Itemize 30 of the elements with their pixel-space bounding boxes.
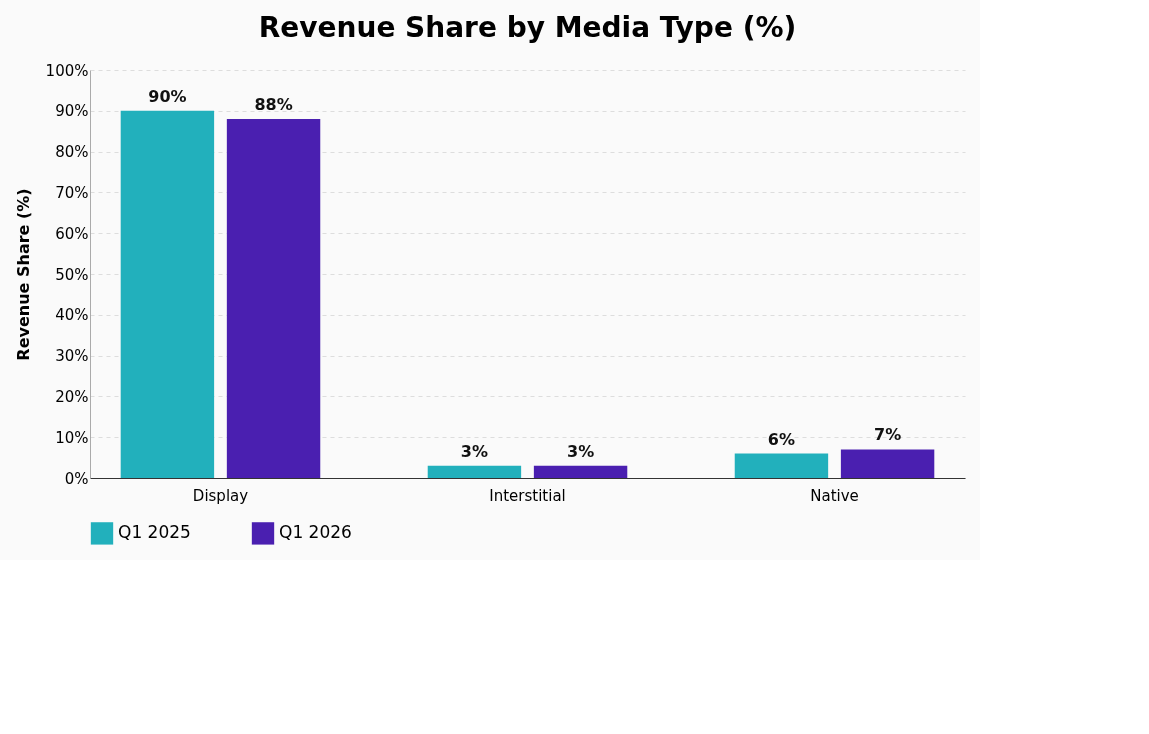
- data-label: 6%: [767, 429, 796, 449]
- y-tick-label: 70%: [55, 183, 89, 202]
- bar: [120, 110, 215, 478]
- bar: [840, 449, 935, 478]
- data-label: 88%: [254, 94, 293, 114]
- y-tick-label: 0%: [64, 469, 89, 488]
- x-tick-label: Interstitial: [489, 486, 566, 505]
- x-tick-label: Display: [192, 486, 249, 505]
- x-tick-label: Native: [810, 486, 859, 505]
- y-tick-label: 60%: [55, 224, 89, 243]
- legend-label: Q1 2026: [279, 522, 352, 543]
- bar: [734, 453, 829, 478]
- y-tick-label: 50%: [55, 265, 89, 284]
- y-tick-label: 80%: [55, 143, 89, 162]
- data-label: 3%: [460, 441, 489, 461]
- bar: [427, 465, 522, 478]
- data-label: 90%: [148, 86, 187, 106]
- data-label: 7%: [874, 425, 902, 445]
- y-tick-label: 100%: [45, 61, 89, 80]
- y-tick-label: 90%: [55, 102, 89, 121]
- chart-title: Revenue Share by Media Type (%): [258, 11, 797, 44]
- y-tick-label: 20%: [55, 387, 89, 406]
- bar: [226, 118, 321, 478]
- y-tick-label: 30%: [55, 347, 89, 366]
- legend-label: Q1 2025: [118, 522, 191, 543]
- y-tick-label: 40%: [55, 306, 89, 325]
- data-label: 3%: [566, 441, 595, 461]
- y-axis-title: Revenue Share (%): [13, 188, 33, 361]
- y-tick-label: 10%: [55, 428, 89, 447]
- bar: [533, 465, 628, 478]
